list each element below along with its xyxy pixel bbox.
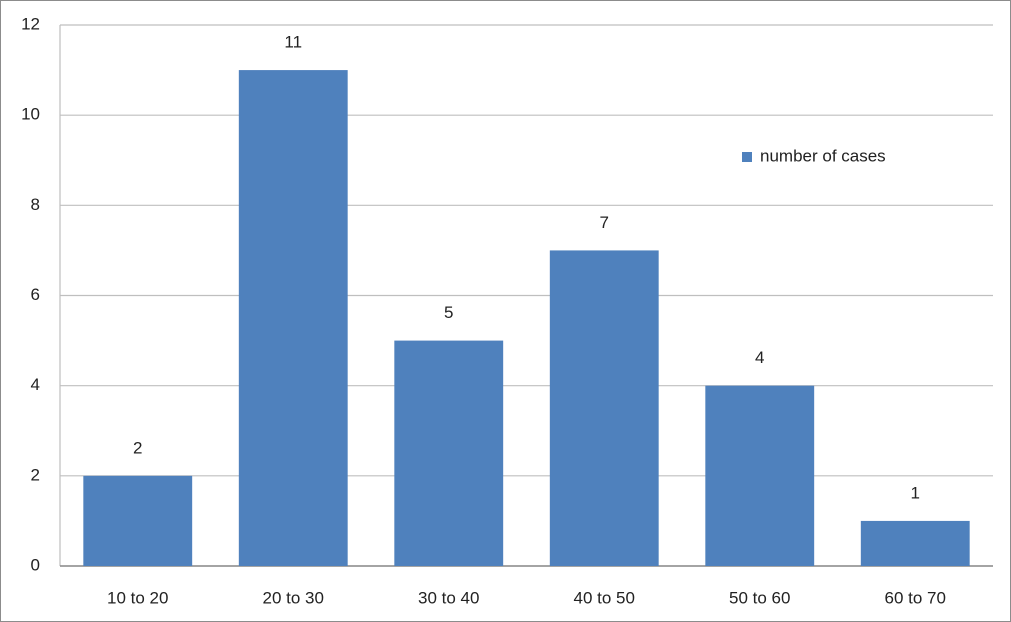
bar: [83, 475, 193, 566]
y-tick-label: 2: [31, 465, 40, 484]
y-tick-label: 12: [21, 14, 40, 33]
legend-label: number of cases: [760, 146, 886, 165]
y-tick-label: 10: [21, 105, 40, 124]
x-tick-label: 20 to 30: [263, 588, 324, 607]
x-tick-label: 10 to 20: [107, 588, 168, 607]
y-tick-label: 6: [31, 285, 40, 304]
data-label: 1: [911, 483, 920, 502]
y-tick-label: 8: [31, 195, 40, 214]
bar: [549, 250, 659, 566]
data-label: 11: [284, 33, 302, 52]
data-label: 7: [600, 213, 609, 232]
bar: [860, 520, 970, 566]
x-tick-label: 30 to 40: [418, 588, 479, 607]
data-label: 5: [444, 303, 453, 322]
y-tick-label: 4: [31, 375, 40, 394]
data-label: 4: [755, 348, 764, 367]
bar: [394, 340, 504, 566]
x-tick-label: 50 to 60: [729, 588, 790, 607]
x-tick-label: 60 to 70: [885, 588, 946, 607]
bar: [238, 70, 348, 566]
x-tick-label: 40 to 50: [574, 588, 635, 607]
legend-swatch: [742, 152, 752, 162]
bar: [705, 385, 815, 566]
y-tick-label: 0: [31, 555, 40, 574]
data-label: 2: [133, 438, 142, 457]
